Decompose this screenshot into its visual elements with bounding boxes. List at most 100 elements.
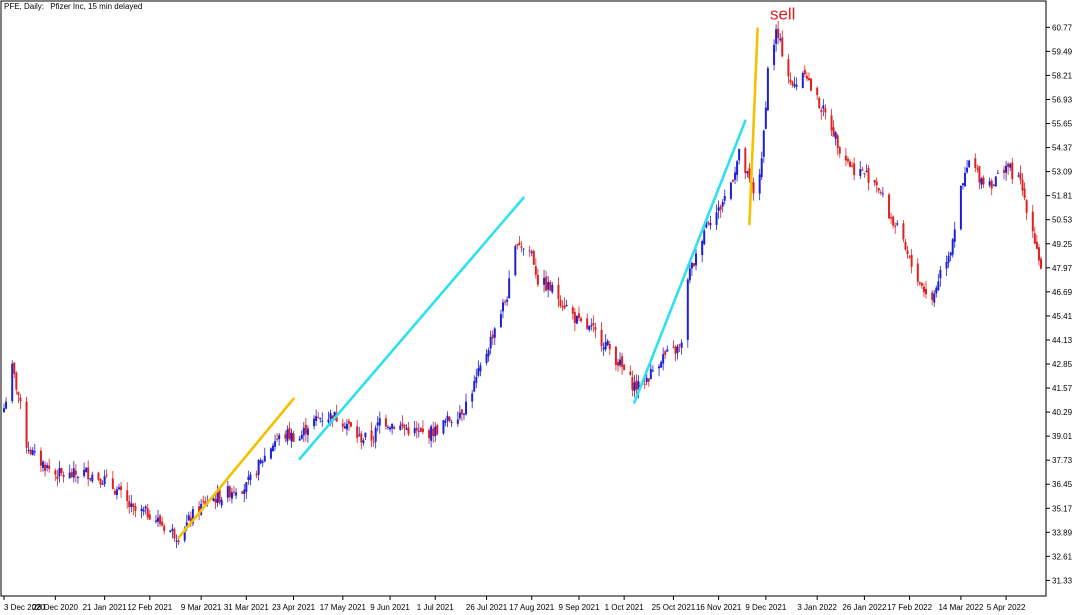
candle-up bbox=[619, 359, 622, 366]
candle-down bbox=[879, 192, 882, 194]
candle-up bbox=[729, 182, 732, 199]
chart-header: PFE, Daily: Pfizer Inc, 15 min delayed bbox=[4, 2, 142, 11]
candle-up bbox=[286, 429, 289, 442]
candle-up bbox=[666, 349, 669, 352]
y-tick-label: 42.85 bbox=[1052, 360, 1073, 369]
candle-down bbox=[557, 284, 560, 300]
annotation-labels: sell bbox=[770, 4, 796, 23]
candle-up bbox=[489, 336, 492, 349]
candle-down bbox=[580, 318, 583, 321]
candle-down bbox=[608, 343, 611, 350]
candle-up bbox=[493, 328, 496, 338]
candle-down bbox=[350, 422, 353, 427]
candle-down bbox=[853, 163, 856, 175]
candle-down bbox=[428, 430, 431, 439]
candle-up bbox=[261, 461, 264, 463]
candle-up bbox=[278, 435, 281, 440]
candle-up bbox=[430, 426, 433, 441]
candle-up bbox=[298, 438, 301, 441]
candle-up bbox=[588, 325, 591, 330]
y-tick-label: 41.57 bbox=[1052, 384, 1073, 393]
candle-up bbox=[117, 487, 120, 490]
candle-down bbox=[189, 517, 192, 522]
candle-up bbox=[226, 486, 229, 498]
candle-up bbox=[980, 178, 983, 185]
candle-down bbox=[974, 158, 977, 168]
candle-down bbox=[647, 378, 650, 382]
candle-down bbox=[97, 472, 100, 480]
candle-up bbox=[386, 427, 389, 429]
candle-down bbox=[849, 161, 852, 167]
candle-down bbox=[918, 282, 921, 284]
candle-up bbox=[945, 262, 948, 269]
x-tick-label: 17 Feb 2022 bbox=[887, 603, 932, 612]
candle-down bbox=[534, 266, 537, 275]
candle-up bbox=[220, 499, 223, 506]
candle-up bbox=[413, 428, 416, 434]
candle-up bbox=[633, 382, 636, 392]
candle-up bbox=[33, 451, 36, 453]
candle-down bbox=[204, 501, 207, 505]
candle-up bbox=[399, 425, 402, 430]
candle-down bbox=[577, 313, 580, 319]
y-tick-label: 51.81 bbox=[1052, 192, 1073, 201]
candle-up bbox=[245, 482, 248, 492]
candle-up bbox=[58, 468, 61, 477]
candle-up bbox=[530, 251, 533, 254]
x-tick-label: 12 Feb 2021 bbox=[127, 603, 172, 612]
x-tick-label: 16 Nov 2021 bbox=[696, 603, 742, 612]
candle-up bbox=[760, 158, 763, 178]
candle-down bbox=[148, 514, 151, 520]
candle-up bbox=[686, 279, 689, 340]
candle-up bbox=[968, 160, 971, 167]
candle-up bbox=[364, 432, 367, 438]
candle-down bbox=[17, 391, 20, 396]
candle-up bbox=[939, 269, 942, 279]
y-tick-label: 53.09 bbox=[1052, 168, 1073, 177]
candle-down bbox=[916, 263, 919, 282]
candle-up bbox=[565, 305, 568, 307]
candle-down bbox=[816, 87, 819, 96]
x-tick-label: 14 Mar 2022 bbox=[938, 603, 983, 612]
candle-up bbox=[269, 448, 272, 459]
candle-up bbox=[715, 212, 718, 225]
candle-down bbox=[56, 476, 59, 480]
candle-down bbox=[1019, 172, 1022, 180]
candle-down bbox=[787, 59, 790, 77]
candle-down bbox=[752, 182, 755, 194]
candle-up bbox=[456, 419, 459, 424]
candle-up bbox=[1005, 165, 1008, 173]
candle-down bbox=[623, 364, 626, 371]
candle-down bbox=[731, 180, 734, 182]
trend-line-cyan bbox=[633, 119, 747, 404]
candle-down bbox=[146, 508, 149, 518]
x-tick-label: 1 Jul 2021 bbox=[417, 603, 454, 612]
candle-down bbox=[719, 206, 722, 210]
candle-down bbox=[288, 427, 291, 439]
trend-lines-layer bbox=[177, 27, 759, 540]
candle-up bbox=[795, 84, 798, 87]
candle-down bbox=[536, 274, 539, 285]
x-tick-label: 26 Jul 2021 bbox=[466, 603, 508, 612]
candle-up bbox=[212, 498, 215, 501]
candle-down bbox=[44, 464, 47, 471]
candle-down bbox=[202, 500, 205, 502]
candle-up bbox=[779, 38, 782, 41]
candle-up bbox=[551, 284, 554, 293]
candle-down bbox=[810, 78, 813, 91]
candle-up bbox=[130, 503, 133, 507]
candle-up bbox=[949, 252, 952, 256]
candle-down bbox=[1040, 258, 1042, 269]
candle-up bbox=[649, 368, 652, 379]
candle-down bbox=[789, 79, 792, 83]
candle-up bbox=[171, 528, 174, 531]
candle-up bbox=[101, 483, 104, 485]
candle-up bbox=[376, 422, 379, 426]
candle-down bbox=[161, 521, 164, 526]
candle-up bbox=[746, 171, 749, 174]
candle-up bbox=[676, 346, 679, 353]
header-description: Pfizer Inc, 15 min delayed bbox=[50, 2, 142, 11]
candle-down bbox=[851, 165, 854, 167]
trend-line-yellow bbox=[177, 397, 295, 540]
candle-down bbox=[120, 486, 123, 491]
